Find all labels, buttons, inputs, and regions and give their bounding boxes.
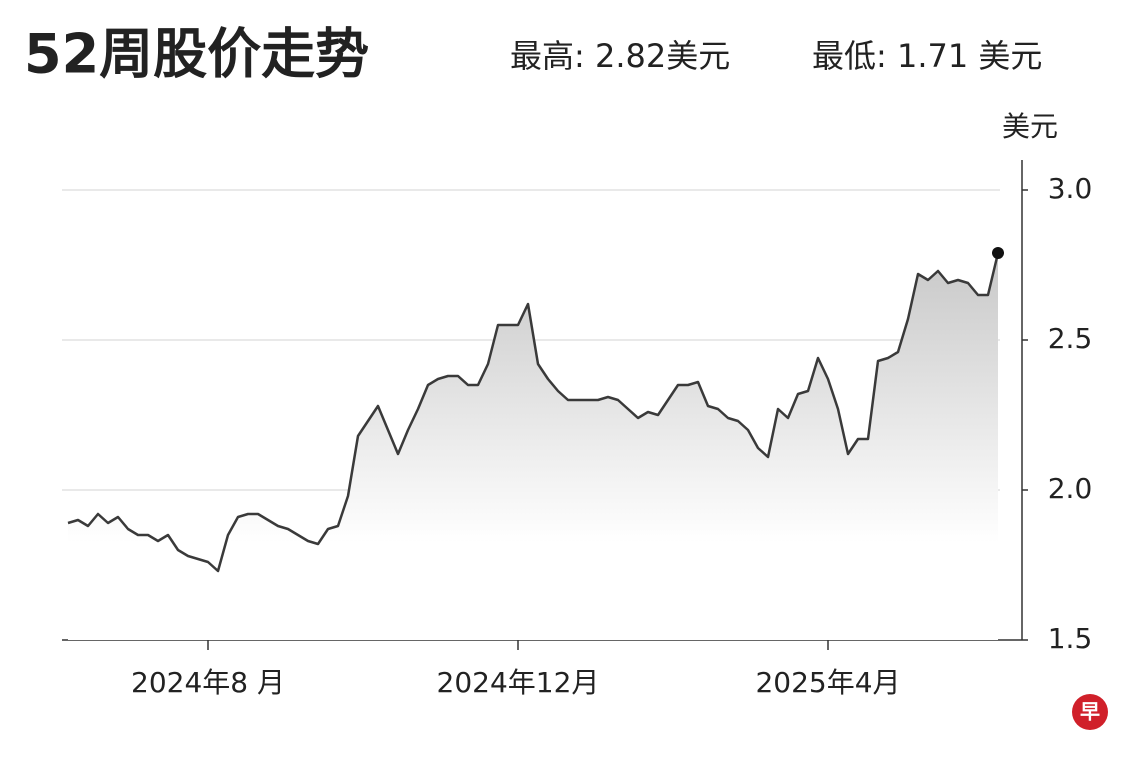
x-tick-label: 2024年12月 (437, 666, 600, 699)
y-unit: 美元 (1002, 110, 1058, 143)
x-tick-label: 2025年4月 (755, 666, 900, 699)
y-tick-label: 1.5 (1048, 622, 1093, 655)
x-tick-label: 2024年8 月 (131, 666, 285, 699)
price-line (67, 252, 1000, 573)
high-label: 最高: 2.82美元 (510, 37, 730, 75)
last-point (992, 247, 1004, 259)
chart-title: 52周股价走势 (24, 23, 369, 86)
y-tick-label: 3.0 (1048, 172, 1093, 205)
logo: 早 (1080, 700, 1100, 724)
low-label: 最低: 1.71 美元 (812, 37, 1042, 75)
logo-badge (1072, 694, 1108, 730)
area (68, 253, 998, 640)
y-tick-label: 2.0 (1048, 472, 1093, 505)
y-tick-label: 2.5 (1048, 322, 1093, 355)
